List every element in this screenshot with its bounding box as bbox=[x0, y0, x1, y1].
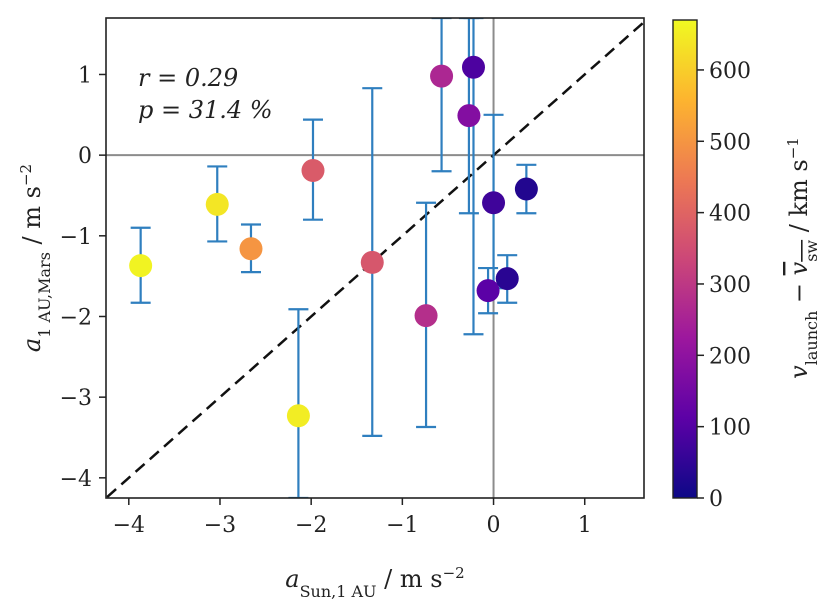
data-points bbox=[129, 55, 538, 428]
scatter-point bbox=[301, 158, 325, 182]
y-ticks: −4 −3 −2 −1 0 1 bbox=[60, 63, 106, 492]
x-tick-label: −3 bbox=[204, 513, 236, 538]
scatter-point bbox=[205, 192, 229, 216]
colorbar-tick-label: 100 bbox=[709, 416, 751, 441]
scatter-point bbox=[414, 304, 438, 328]
scatter-point bbox=[286, 404, 310, 428]
y-tick-label: −3 bbox=[60, 386, 92, 411]
scatter-point bbox=[360, 250, 384, 274]
scatter-point bbox=[239, 237, 263, 261]
y-tick-label: −1 bbox=[60, 225, 92, 250]
x-tick-label: 0 bbox=[487, 513, 501, 538]
plot-frame bbox=[105, 17, 645, 499]
x-axis-label: aSun,1 AU / m s−2 bbox=[285, 564, 464, 601]
colorbar-tick-label: 500 bbox=[709, 130, 751, 155]
colorbar-tick-label: 0 bbox=[709, 487, 723, 512]
y-tick-label: 0 bbox=[78, 144, 92, 169]
scatter-point bbox=[129, 254, 153, 278]
scatter-point bbox=[495, 267, 519, 291]
scatter-point bbox=[457, 104, 481, 128]
p-value-annotation: p = 31.4 % bbox=[138, 96, 273, 124]
x-tick-label: 1 bbox=[578, 513, 592, 538]
scatter-point bbox=[430, 64, 454, 88]
colorbar bbox=[672, 19, 698, 499]
scatter-point bbox=[514, 177, 538, 201]
y-tick-label: −2 bbox=[60, 305, 92, 330]
x-tick-label: −2 bbox=[295, 513, 327, 538]
x-tick-label: −4 bbox=[113, 513, 145, 538]
correlation-annotation: r = 0.29 bbox=[138, 64, 238, 92]
colorbar-label: vlaunch − vsw / km s−1 bbox=[784, 137, 820, 379]
colorbar-tick-label: 400 bbox=[709, 202, 751, 227]
scatter-point bbox=[461, 55, 485, 79]
y-tick-label: −4 bbox=[60, 467, 92, 492]
colorbar-ticks: 0 100 200 300 400 500 600 bbox=[697, 59, 751, 512]
y-axis-label: a1 AU,Mars / m s−2 bbox=[17, 164, 54, 352]
colorbar-tick-label: 200 bbox=[709, 344, 751, 369]
x-tick-label: −1 bbox=[386, 513, 418, 538]
scatter-point bbox=[476, 279, 500, 303]
colorbar-tick-label: 600 bbox=[709, 59, 751, 84]
x-ticks: −4 −3 −2 −1 0 1 bbox=[113, 498, 592, 538]
y-tick-label: 1 bbox=[78, 63, 92, 88]
scatter-point bbox=[482, 191, 506, 215]
colorbar-tick-label: 300 bbox=[709, 273, 751, 298]
